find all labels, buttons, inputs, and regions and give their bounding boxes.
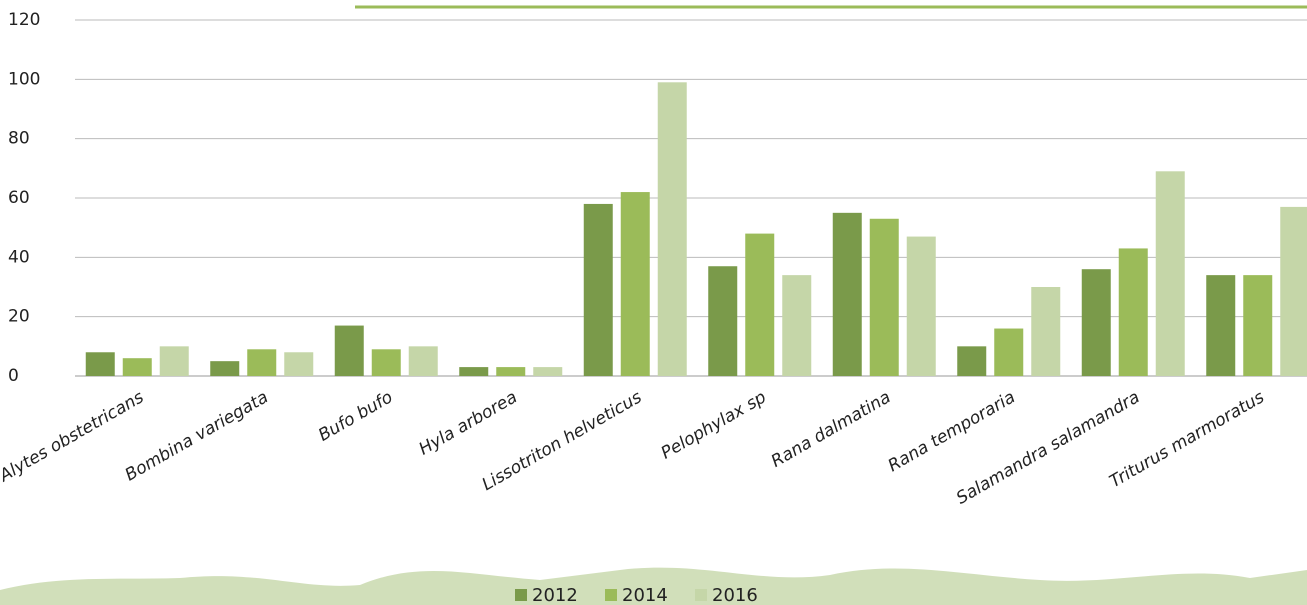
bar <box>496 367 526 376</box>
bar <box>459 367 489 376</box>
legend-label: 2012 <box>532 585 578 605</box>
bar <box>1243 275 1273 376</box>
bar <box>334 325 364 376</box>
bar <box>122 358 152 376</box>
y-tick-label: 0 <box>8 366 19 386</box>
bar <box>745 233 775 376</box>
bar <box>782 275 812 376</box>
y-tick-label: 40 <box>8 247 30 267</box>
y-tick-label: 80 <box>8 129 30 149</box>
bar <box>1118 248 1148 376</box>
bar <box>210 361 240 376</box>
x-tick-label: Bufo bufo <box>315 387 396 445</box>
bar <box>1081 269 1111 376</box>
y-tick-label: 60 <box>8 188 30 208</box>
bar <box>247 349 277 376</box>
legend-swatch <box>515 589 527 601</box>
decoration <box>0 567 1307 605</box>
bar <box>1155 171 1185 376</box>
bar <box>1031 287 1061 376</box>
legend-swatch <box>695 589 707 601</box>
bar <box>620 192 650 376</box>
y-tick-label: 20 <box>8 307 30 327</box>
bar <box>85 352 115 376</box>
bar <box>371 349 401 376</box>
bar <box>1206 275 1236 376</box>
bar <box>583 203 613 376</box>
bar <box>159 346 189 376</box>
bar <box>533 367 563 376</box>
bar <box>408 346 438 376</box>
bar <box>1280 206 1307 376</box>
x-tick-label: Hyla arborea <box>416 387 521 459</box>
bar <box>657 82 687 377</box>
bar <box>994 328 1024 376</box>
legend-label: 2014 <box>622 585 668 605</box>
x-tick-label: Pelophylax sp <box>658 387 770 463</box>
y-tick-label: 100 <box>8 69 40 89</box>
y-tick-label: 120 <box>8 10 40 30</box>
bar <box>957 346 987 376</box>
bar <box>284 352 314 376</box>
x-tick-label: Rana dalmatina <box>768 387 894 471</box>
bar <box>869 218 899 376</box>
bar <box>906 236 936 376</box>
bar <box>708 266 738 376</box>
x-tick-label: Rana temporaria <box>885 387 1019 476</box>
legend-label: 2016 <box>712 585 758 605</box>
bar <box>832 212 862 376</box>
legend-swatch <box>605 589 617 601</box>
